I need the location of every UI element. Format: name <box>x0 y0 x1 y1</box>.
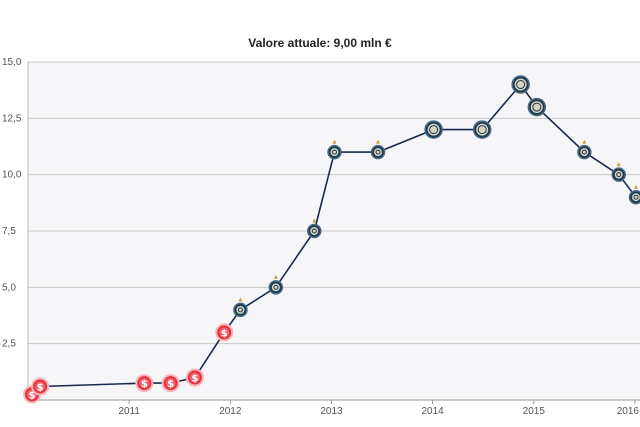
data-point-club-b-badge[interactable] <box>577 139 592 160</box>
data-point-club-a-badge[interactable]: $ <box>161 374 180 393</box>
svg-text:$: $ <box>221 328 228 339</box>
chart-title: Valore attuale: 9,00 mln € <box>248 36 392 50</box>
data-point-club-b-badge[interactable] <box>611 162 627 182</box>
y-tick-label: 2,5 <box>2 339 16 350</box>
data-point-club-b-badge[interactable] <box>511 75 530 94</box>
data-point-club-b-badge[interactable] <box>628 184 640 205</box>
data-point-club-b-badge[interactable] <box>527 97 547 117</box>
data-point-club-a-badge[interactable]: $ <box>215 323 234 342</box>
x-tick-label: 2016 <box>617 406 640 417</box>
y-tick-label: 15,0 <box>2 57 22 68</box>
data-point-club-b-badge[interactable] <box>472 120 492 139</box>
data-point-club-a-badge[interactable]: $ <box>31 377 50 396</box>
x-tick-label: 2014 <box>422 406 445 417</box>
svg-text:$: $ <box>141 379 148 390</box>
data-point-club-b-badge[interactable] <box>327 139 342 160</box>
data-point-club-a-badge[interactable]: $ <box>185 368 204 387</box>
data-point-club-a-badge[interactable]: $ <box>135 374 154 393</box>
y-tick-label: 5,0 <box>2 282 16 293</box>
svg-text:$: $ <box>167 379 174 390</box>
x-tick-label: 2011 <box>118 406 140 417</box>
x-tick-label: 2013 <box>320 406 343 417</box>
y-tick-label: 12,5 <box>2 113 22 124</box>
svg-text:$: $ <box>29 390 36 401</box>
x-tick-label: 2012 <box>219 406 242 417</box>
svg-text:$: $ <box>37 382 44 393</box>
y-tick-label: 7,5 <box>2 226 16 237</box>
x-tick-label: 2015 <box>523 406 546 417</box>
data-point-club-b-badge[interactable] <box>268 274 284 295</box>
data-point-club-b-badge[interactable] <box>307 218 322 239</box>
data-point-club-b-badge[interactable] <box>424 120 443 139</box>
data-point-club-b-badge[interactable] <box>370 139 386 160</box>
y-tick-label: 10,0 <box>2 170 22 181</box>
svg-text:$: $ <box>191 373 198 384</box>
data-point-club-b-badge[interactable] <box>233 297 248 318</box>
